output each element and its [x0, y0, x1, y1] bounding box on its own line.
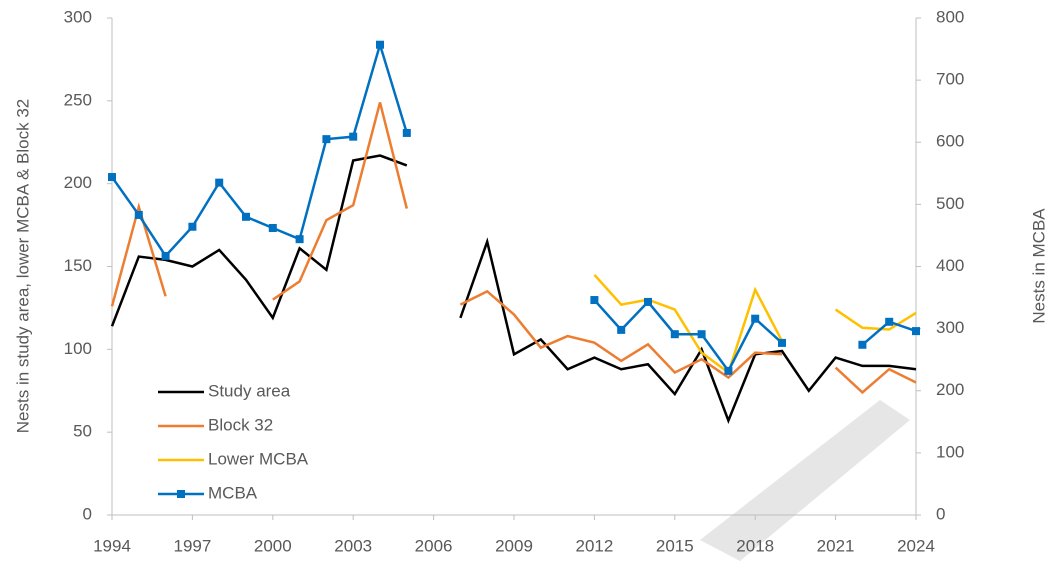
x-tick-label: 2012 — [575, 536, 613, 555]
marker — [108, 173, 116, 182]
marker — [242, 212, 250, 221]
marker — [161, 251, 170, 260]
y-axis-label: Nests in study area, lower MCBA & Block … — [13, 99, 32, 433]
y2-tick-label: 600 — [936, 132, 964, 151]
y-tick-label: 250 — [64, 90, 92, 109]
y2-tick-label: 700 — [936, 70, 964, 89]
y-tick-label: 0 — [83, 504, 92, 523]
x-tick-label: 1997 — [173, 536, 211, 555]
y-tick-label: 100 — [64, 339, 92, 358]
marker — [402, 128, 411, 137]
y2-tick-label: 500 — [936, 194, 964, 213]
x-tick-label: 2006 — [415, 536, 453, 555]
marker — [670, 330, 679, 339]
y2-tick-label: 800 — [936, 7, 964, 26]
series-line — [593, 273, 917, 375]
legend-label: Study area — [208, 381, 291, 400]
x-tick-label: 2015 — [656, 536, 694, 555]
series-line — [110, 102, 917, 395]
watermark — [700, 400, 910, 561]
marker — [268, 223, 277, 232]
y2-axis-label: Nests in MCBA — [1029, 208, 1048, 324]
legend-label: MCBA — [208, 483, 258, 502]
legend-label: Lower MCBA — [208, 449, 309, 468]
x-tick-label: 2009 — [495, 536, 533, 555]
marker — [188, 222, 197, 231]
marker — [215, 178, 224, 187]
marker — [697, 330, 706, 339]
marker — [858, 340, 867, 349]
legend-marker — [177, 490, 185, 498]
x-tick-label: 2024 — [897, 536, 935, 555]
marker — [778, 338, 786, 347]
marker — [295, 235, 304, 244]
marker — [134, 210, 143, 219]
marker — [724, 366, 733, 375]
y-tick-label: 150 — [64, 256, 92, 275]
y2-tick-label: 400 — [936, 256, 964, 275]
marker — [617, 325, 626, 334]
series-line — [110, 40, 917, 374]
y2-tick-label: 0 — [936, 504, 945, 523]
marker — [590, 296, 599, 305]
y-tick-label: 200 — [64, 173, 92, 192]
x-tick-label: 2021 — [817, 536, 855, 555]
y2-tick-label: 200 — [936, 380, 964, 399]
y2-tick-label: 300 — [936, 318, 964, 337]
legend-label: Block 32 — [208, 415, 273, 434]
marker — [751, 314, 760, 323]
marker — [349, 132, 358, 141]
y-tick-label: 300 — [64, 7, 92, 26]
marker — [912, 327, 920, 336]
marker — [376, 40, 384, 49]
y2-tick-label: 100 — [936, 442, 964, 461]
marker — [644, 297, 652, 306]
y-tick-label: 50 — [73, 422, 92, 441]
marker — [322, 135, 331, 144]
marker — [885, 317, 894, 326]
x-tick-label: 2003 — [334, 536, 372, 555]
x-tick-label: 2000 — [254, 536, 292, 555]
x-tick-label: 1994 — [93, 536, 131, 555]
x-tick-label: 2018 — [736, 536, 774, 555]
